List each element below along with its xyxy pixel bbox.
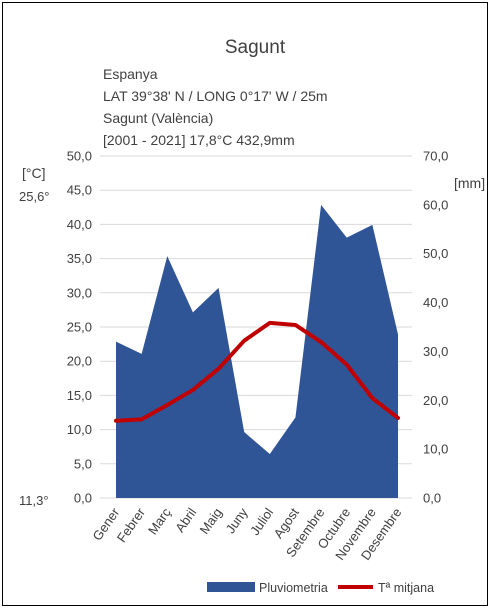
chart-title: Sagunt: [225, 37, 286, 58]
x-tick-label: Març: [145, 505, 174, 538]
temperature-line-layer: [114, 320, 400, 423]
min-temperature-label: 11,3°: [19, 493, 49, 508]
x-tick-label: Juny: [223, 505, 251, 537]
x-axis-tick-labels: GenerFebrerMarçAbrilMaigJunyJuliolAgostS…: [89, 505, 404, 563]
left-tick-label: 10,0: [67, 422, 92, 437]
legend-label-temperature: Tª mitjana: [378, 581, 434, 595]
left-tick-label: 40,0: [67, 217, 92, 232]
right-tick-label: 0,0: [423, 491, 441, 506]
right-tick-label: 40,0: [423, 295, 448, 310]
left-tick-label: 50,0: [67, 149, 92, 164]
left-tick-label: 5,0: [74, 456, 92, 471]
max-temperature-label: 25,6°: [19, 189, 50, 204]
left-tick-label: 30,0: [67, 285, 92, 300]
x-tick-label: Abril: [172, 505, 199, 535]
right-tick-label: 30,0: [423, 344, 448, 359]
legend: Pluviometria Tª mitjana: [207, 581, 434, 595]
right-tick-label: 20,0: [423, 393, 448, 408]
right-axis-ticks: 0,0 10,0 20,0 30,0 40,0 50,0 60,0 70,0: [423, 149, 448, 506]
left-tick-label: 25,0: [67, 320, 92, 335]
info-coordinates: LAT 39°38' N / LONG 0°17' W / 25m: [103, 88, 328, 104]
left-tick-label: 35,0: [67, 251, 92, 266]
left-axis-unit: [°C]: [22, 165, 46, 181]
x-tick-label: Maig: [197, 505, 225, 537]
left-tick-label: 15,0: [67, 388, 92, 403]
right-tick-label: 50,0: [423, 246, 448, 261]
info-country: Espanya: [103, 66, 158, 82]
precipitation-area-layer: [116, 204, 398, 498]
right-axis-unit: [mm]: [454, 175, 485, 191]
left-tick-label: 20,0: [67, 354, 92, 369]
left-axis-ticks: 0,0 5,0 10,0 15,0 20,0 25,0 30,0 35,0 40,0 45,0 50…: [67, 149, 92, 506]
right-tick-label: 70,0: [423, 149, 448, 164]
x-tick-label: Febrer: [114, 505, 149, 546]
left-tick-label: 45,0: [67, 183, 92, 198]
right-tick-label: 60,0: [423, 197, 448, 212]
legend-swatch-precipitation: [207, 582, 255, 592]
right-tick-label: 10,0: [423, 442, 448, 457]
temperature-line: [114, 320, 400, 423]
left-tick-label: 0,0: [74, 491, 92, 506]
legend-label-precipitation: Pluviometria: [259, 581, 328, 595]
info-period-summary: [2001 - 2021] 17,8°C 432,9mm: [103, 132, 295, 148]
precipitation-area: [116, 204, 398, 498]
info-station: Sagunt (València): [103, 110, 213, 126]
